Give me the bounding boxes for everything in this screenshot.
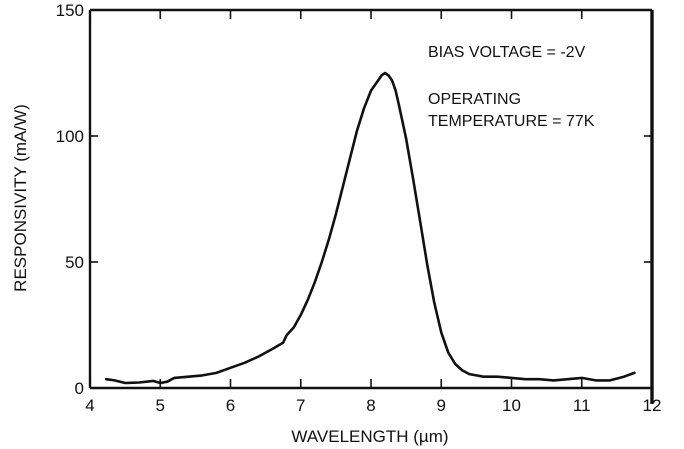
y-tick-label: 0 (75, 379, 84, 398)
y-axis-title: RESPONSIVITY (mA/W) (11, 104, 30, 292)
x-axis-title: WAVELENGTH (µm) (291, 427, 448, 446)
x-tick-label: 12 (643, 396, 662, 415)
y-tick-label: 100 (56, 127, 84, 146)
annotation-temperature: TEMPERATURE = 77K (428, 113, 595, 130)
x-tick-label: 9 (437, 396, 446, 415)
x-tick-label: 4 (85, 396, 94, 415)
x-tick-label: 10 (502, 396, 521, 415)
x-tick-label: 5 (156, 396, 165, 415)
x-axis: 4 5 6 7 8 9 10 11 12 (85, 10, 661, 415)
y-tick-label: 50 (65, 253, 84, 272)
responsivity-curve (104, 71, 636, 385)
y-tick-label: 150 (56, 1, 84, 20)
annotation-operating: OPERATING (428, 91, 521, 108)
x-tick-label: 6 (226, 396, 235, 415)
annotation-bias-voltage: BIAS VOLTAGE = -2V (428, 44, 586, 61)
plot-frame (88, 8, 654, 404)
x-tick-label: 11 (573, 396, 591, 415)
x-tick-label: 7 (296, 396, 305, 415)
x-tick-label: 8 (366, 396, 375, 415)
y-axis: 0 50 100 150 (56, 1, 652, 398)
